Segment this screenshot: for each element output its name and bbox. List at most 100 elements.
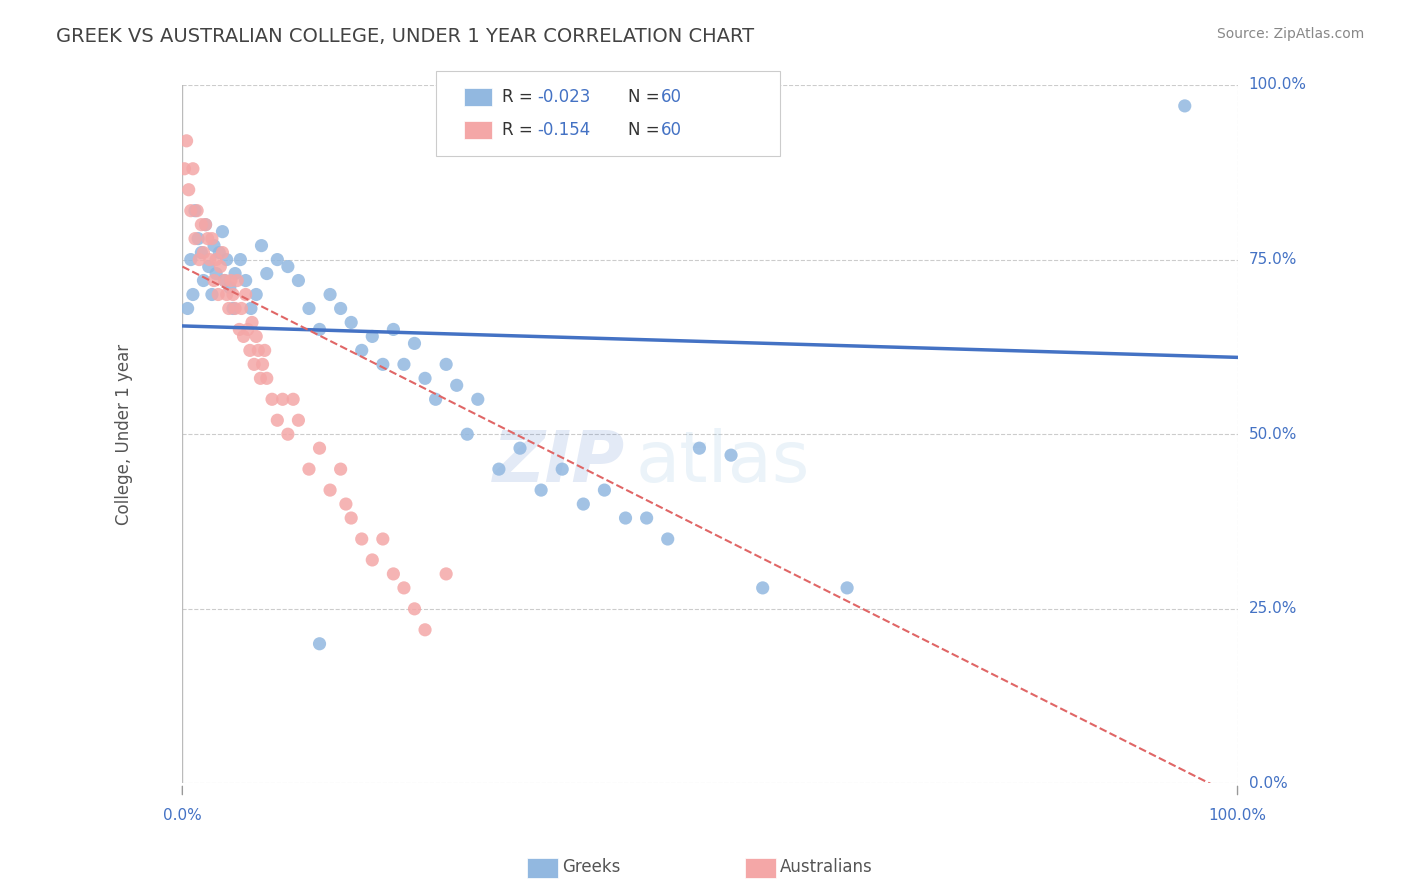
Point <box>256 371 278 385</box>
Point <box>434 566 457 581</box>
Point <box>187 232 209 246</box>
Point <box>382 322 405 336</box>
Point <box>184 203 207 218</box>
Point <box>253 343 276 358</box>
Point <box>231 301 253 316</box>
Point <box>202 273 225 287</box>
Point <box>256 267 278 281</box>
Point <box>194 218 217 232</box>
Point <box>197 232 219 246</box>
Point <box>287 413 309 427</box>
Point <box>361 329 384 343</box>
Point <box>226 273 249 287</box>
Point <box>208 245 231 260</box>
Point <box>413 371 436 385</box>
Point <box>434 357 457 371</box>
Point <box>184 232 207 246</box>
Point <box>392 357 415 371</box>
Text: -0.023: -0.023 <box>537 88 591 106</box>
Text: 0.0%: 0.0% <box>1249 776 1288 791</box>
Text: College, Under 1 year: College, Under 1 year <box>115 343 134 524</box>
Point <box>308 441 330 455</box>
Point <box>593 483 616 497</box>
Text: atlas: atlas <box>636 427 810 497</box>
Point <box>235 273 257 287</box>
Point <box>456 427 478 442</box>
Point <box>340 511 363 525</box>
Point <box>392 581 415 595</box>
Point <box>235 287 257 301</box>
Point <box>232 329 254 343</box>
Point <box>425 392 447 407</box>
Text: ZIP: ZIP <box>494 427 626 497</box>
Point <box>335 497 357 511</box>
Point <box>614 511 637 525</box>
Point <box>177 183 200 197</box>
Point <box>572 497 595 511</box>
Point <box>250 238 273 252</box>
Point <box>245 287 267 301</box>
Text: 100.0%: 100.0% <box>1249 78 1306 93</box>
Point <box>224 301 246 316</box>
Point <box>190 218 212 232</box>
Point <box>247 343 270 358</box>
Point <box>218 280 240 294</box>
Point <box>551 462 574 476</box>
Point <box>181 287 204 301</box>
Point <box>229 252 252 267</box>
Point <box>688 441 710 455</box>
Point <box>249 371 271 385</box>
Point <box>193 273 215 287</box>
Point <box>298 301 321 316</box>
Point <box>193 245 215 260</box>
Text: Greeks: Greeks <box>562 858 621 876</box>
Point <box>488 462 510 476</box>
Point <box>215 287 238 301</box>
Point <box>319 287 342 301</box>
Point <box>214 273 236 287</box>
Point <box>240 315 263 329</box>
Point <box>218 301 240 316</box>
Point <box>219 273 242 287</box>
Point <box>239 301 262 316</box>
Point <box>404 602 426 616</box>
Point <box>205 252 228 267</box>
Point <box>751 581 773 595</box>
Point <box>287 273 309 287</box>
Point <box>329 301 352 316</box>
Point <box>720 448 742 462</box>
Point <box>277 427 299 442</box>
Point <box>361 553 384 567</box>
Text: 75.0%: 75.0% <box>1249 252 1296 267</box>
Point <box>329 462 352 476</box>
Point <box>467 392 489 407</box>
Text: 25.0%: 25.0% <box>1249 601 1296 616</box>
Point <box>198 252 221 267</box>
Point <box>266 413 288 427</box>
Point <box>636 511 658 525</box>
Point <box>319 483 342 497</box>
Point <box>236 322 259 336</box>
Point <box>176 134 198 148</box>
Point <box>181 161 204 176</box>
Point <box>173 161 195 176</box>
Point <box>228 322 250 336</box>
Point <box>201 232 224 246</box>
Point <box>215 252 238 267</box>
Text: N =: N = <box>628 88 665 106</box>
Text: Australians: Australians <box>780 858 873 876</box>
Point <box>224 267 246 281</box>
Point <box>201 287 224 301</box>
Text: 60: 60 <box>661 88 682 106</box>
Point <box>214 273 236 287</box>
Point <box>202 238 225 252</box>
Point <box>194 218 217 232</box>
Point <box>382 566 405 581</box>
Text: 50.0%: 50.0% <box>1249 426 1296 442</box>
Point <box>211 245 233 260</box>
Point <box>340 315 363 329</box>
Point <box>245 329 267 343</box>
Point <box>446 378 468 392</box>
Point <box>404 336 426 351</box>
Point <box>243 357 266 371</box>
